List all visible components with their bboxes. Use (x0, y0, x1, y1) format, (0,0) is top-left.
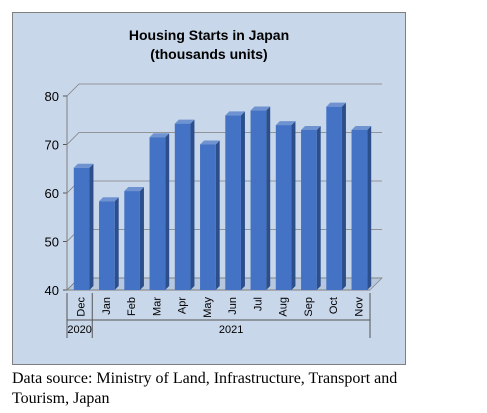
bar-side (190, 119, 195, 291)
bar-side (215, 140, 220, 290)
bar-top (225, 111, 245, 116)
chart-title: Housing Starts in Japan (128, 27, 290, 43)
bar-top (200, 140, 220, 145)
bar (250, 110, 267, 290)
bar-top (149, 133, 170, 138)
bar (351, 129, 368, 290)
x-tick-label: Jun (227, 297, 239, 315)
bar-side (367, 125, 372, 290)
bar-side (89, 163, 94, 290)
data-source-line-2: Tourism, Japan (12, 390, 110, 407)
bar-top (73, 163, 94, 168)
x-tick-label: Sep (303, 297, 315, 317)
bar (275, 125, 292, 290)
bar-side (139, 187, 144, 290)
bar-top (326, 102, 346, 107)
y-tick-label: 40 (45, 283, 59, 298)
data-source-line-1: Data source: Ministry of Land, Infrastru… (12, 370, 398, 387)
bar-side (316, 125, 321, 290)
bar (149, 137, 166, 290)
bar-side (291, 121, 296, 290)
bar-top (301, 125, 321, 130)
y-tick-label: 70 (45, 138, 59, 153)
bar (301, 129, 317, 290)
x-tick-label: Aug (278, 297, 290, 317)
year-group-label: 2021 (219, 324, 243, 336)
x-tick-label: Apr (177, 297, 189, 314)
bar (174, 123, 191, 291)
y-tick-label: 50 (45, 235, 59, 250)
x-tick-label: Jan (101, 297, 113, 315)
bar-top (124, 187, 144, 192)
bar-side (266, 106, 271, 290)
bar-top (351, 125, 372, 130)
bar-side (341, 102, 346, 290)
bar (200, 144, 216, 290)
x-tick-label: Dec (76, 297, 88, 317)
bar (225, 115, 241, 291)
chart-subtitle: (thousands units) (150, 46, 268, 62)
bar-side (240, 111, 245, 291)
gridline (66, 83, 382, 97)
bar (326, 106, 342, 290)
bar-top (250, 106, 271, 111)
year-group-label: 2020 (67, 324, 91, 336)
x-tick-label: Feb (126, 297, 138, 316)
bar-side (165, 133, 170, 290)
y-tick-label: 80 (45, 89, 59, 104)
bar-top (99, 197, 119, 202)
y-tick-label: 60 (45, 186, 59, 201)
bar (99, 201, 115, 290)
x-tick-label: Nov (353, 297, 365, 317)
bar (73, 167, 90, 290)
x-tick-label: May (202, 297, 214, 318)
x-tick-label: Mar (151, 297, 163, 316)
bar-top (174, 119, 195, 124)
bar (124, 191, 140, 290)
bar-side (114, 197, 119, 290)
x-tick-label: Oct (328, 297, 340, 314)
x-tick-label: Jul (252, 297, 264, 311)
bar-top (275, 121, 296, 126)
